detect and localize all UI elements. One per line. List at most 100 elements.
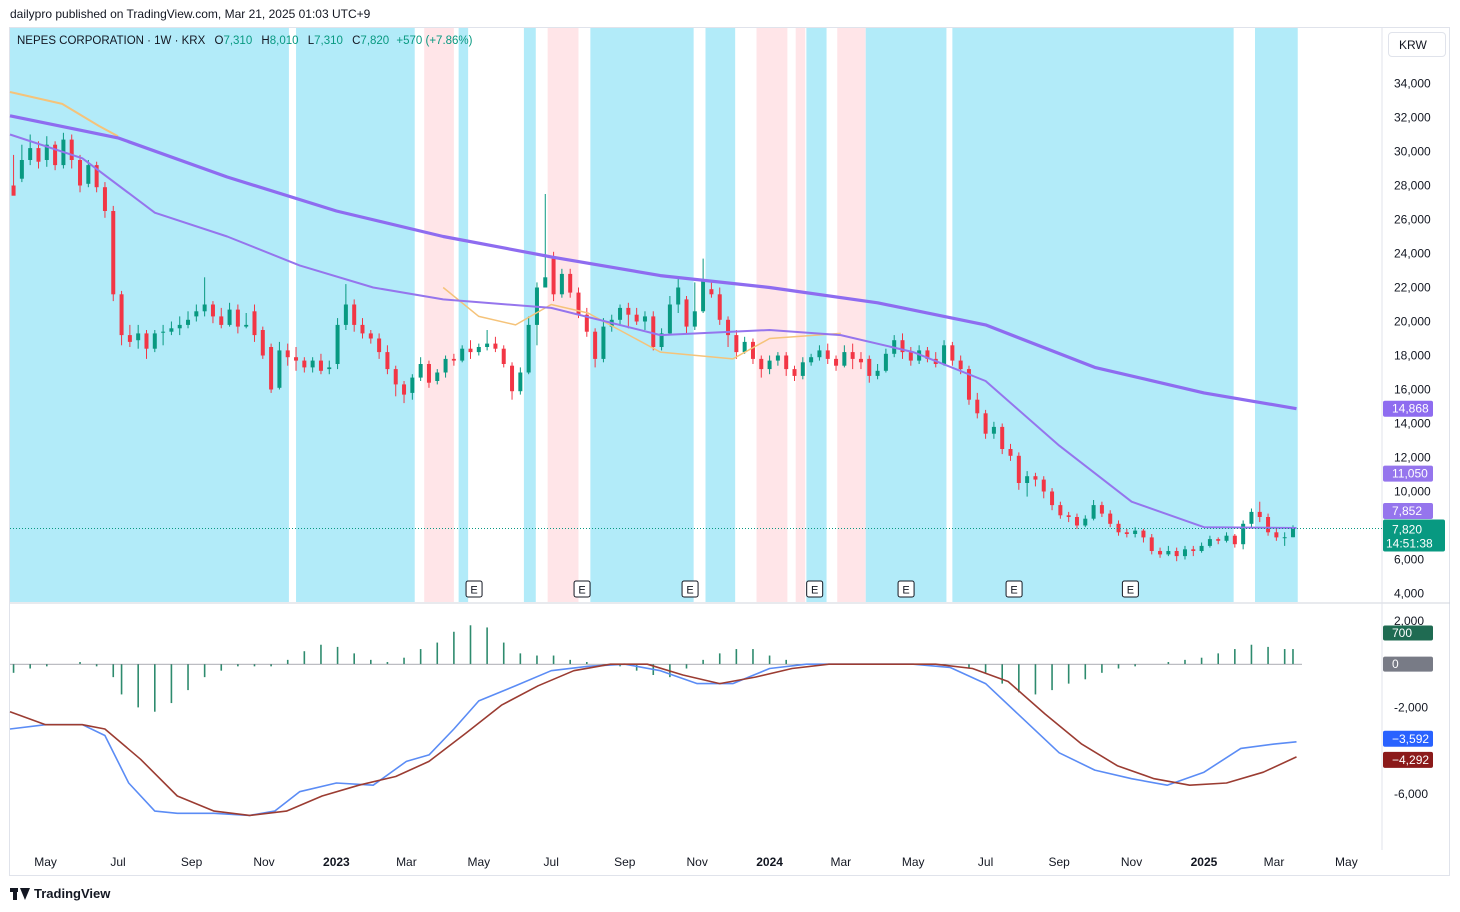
- ma-value-label: 7,852: [1383, 503, 1433, 520]
- candle-body: [144, 333, 149, 349]
- legend-close-key: C: [352, 35, 361, 47]
- candle-body: [11, 185, 16, 196]
- time-tick-label: Sep: [1048, 855, 1070, 869]
- candle-body: [1249, 511, 1254, 524]
- candle-body: [800, 362, 805, 376]
- ma-value-label-text: 7,852: [1392, 504, 1422, 518]
- candle-body: [1224, 535, 1229, 541]
- candle-body: [277, 350, 282, 388]
- time-tick-label: Sep: [614, 855, 636, 869]
- candle-body: [36, 148, 41, 162]
- ma-long-line: [9, 114, 1297, 411]
- candle-body: [576, 292, 581, 315]
- candle-body: [186, 319, 191, 325]
- candle-body: [692, 311, 697, 327]
- candle-body: [634, 314, 639, 322]
- ma-value-label-bg: [1383, 503, 1433, 520]
- time-tick-label: 2024: [756, 855, 783, 869]
- candle-body: [136, 333, 141, 341]
- band-pink: [547, 28, 579, 602]
- candle-body: [618, 307, 623, 320]
- price-tick-label: 30,000: [1394, 145, 1431, 159]
- price-tick-label: 18,000: [1394, 349, 1431, 363]
- time-tick-label: Mar: [396, 855, 417, 869]
- candle-body: [476, 347, 481, 353]
- legend-high-key: H: [261, 35, 270, 47]
- time-tick-label: Nov: [1121, 855, 1142, 869]
- price-tick-label: 26,000: [1394, 213, 1431, 227]
- legend-open-key: O: [214, 35, 224, 47]
- candle-body: [1182, 549, 1187, 557]
- candle-body: [501, 348, 506, 364]
- ma-mid-line: [9, 133, 1297, 529]
- candle-body: [1083, 518, 1088, 526]
- band-blue: [523, 28, 536, 602]
- zero-value-label-bg: [1383, 656, 1433, 672]
- signal-value-label-bg: [1383, 751, 1433, 768]
- candle-body: [219, 316, 224, 325]
- candle-body: [526, 324, 531, 373]
- candle-body: [493, 343, 498, 349]
- candle-body: [426, 364, 431, 383]
- candle-body: [834, 358, 839, 366]
- candle-body: [642, 316, 647, 322]
- candle-body: [1174, 551, 1179, 557]
- candle-body: [817, 350, 822, 358]
- candle-body: [900, 340, 905, 353]
- time-tick-label: May: [1335, 855, 1358, 869]
- price-labels: 14,86811,0507,8527,82014:51:387000−3,592…: [1383, 400, 1445, 768]
- earnings-marker-label: E: [811, 585, 818, 597]
- band-pink: [795, 28, 806, 602]
- macd-value-label-bg: [1383, 730, 1433, 747]
- candle-body: [1050, 491, 1055, 506]
- candle-body: [1166, 551, 1171, 555]
- currency-selector[interactable]: KRW: [1388, 32, 1446, 57]
- candle-body: [352, 304, 357, 325]
- macd-tick-label: -2,000: [1394, 700, 1428, 714]
- candle-body: [651, 316, 656, 347]
- candle-body: [468, 348, 473, 353]
- candle-body: [1074, 517, 1079, 526]
- candle-body: [991, 426, 996, 434]
- tradingview-footer[interactable]: TradingView: [10, 886, 110, 901]
- symbol-legend: NEPES CORPORATION · 1W · KRX O7,310 H8,0…: [17, 35, 473, 47]
- earnings-marker-label: E: [686, 585, 693, 597]
- candle-body: [1091, 505, 1096, 519]
- histogram-value-label-bg: [1383, 625, 1433, 641]
- candle-body: [983, 413, 988, 434]
- candle-body: [1216, 539, 1221, 541]
- ma-short-line-2: [442, 286, 841, 360]
- time-tick-label: Nov: [687, 855, 708, 869]
- publish-info: dailypro published on TradingView.com, M…: [10, 7, 371, 21]
- legend-high: 8,010: [269, 35, 299, 47]
- candle-body: [867, 358, 872, 376]
- candle-body: [161, 331, 166, 333]
- time-tick-label: May: [467, 855, 490, 869]
- ma-value-label: 11,050: [1383, 465, 1433, 482]
- macd-tick-label: 2,000: [1394, 614, 1424, 628]
- candle-body: [443, 358, 448, 373]
- candle-body: [94, 165, 99, 188]
- candle-body: [451, 358, 456, 361]
- candle-body: [1099, 505, 1104, 514]
- candle-body: [1257, 511, 1262, 517]
- candle-body: [19, 160, 24, 179]
- candle-body: [194, 311, 199, 317]
- candle-body: [244, 324, 249, 327]
- candle-body: [360, 324, 365, 334]
- candle-body: [1158, 551, 1163, 555]
- candle-body: [69, 139, 74, 160]
- candle-body: [53, 144, 58, 166]
- candle-body: [1124, 532, 1129, 534]
- candle-body: [584, 314, 589, 332]
- candle-body: [1016, 455, 1021, 483]
- ma-value-label-text: 11,050: [1392, 467, 1428, 481]
- time-tick-label: Jul: [978, 855, 993, 869]
- candle-body: [925, 350, 930, 359]
- legend-symbol: NEPES CORPORATION · 1W · KRX: [17, 35, 206, 47]
- chart-frame: [9, 27, 1450, 876]
- candle-body: [676, 287, 681, 305]
- tradingview-logo-icon: [10, 887, 30, 900]
